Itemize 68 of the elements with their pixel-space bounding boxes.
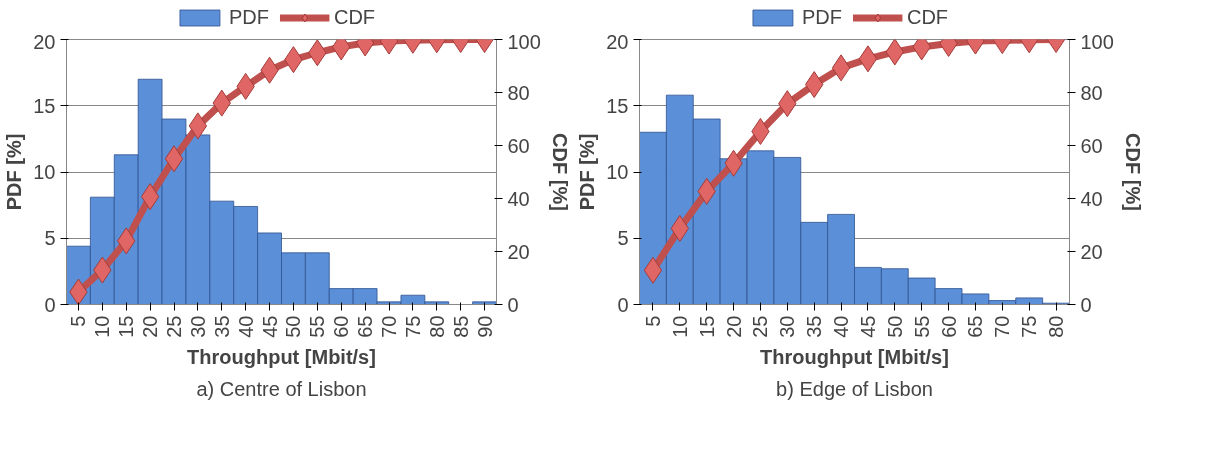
x-tick-label: 35: [210, 315, 233, 338]
x-tick-label: 5: [641, 315, 664, 327]
x-tick-label: 75: [401, 315, 424, 338]
y-tick-label: 5: [617, 227, 629, 250]
y2-tick-label: 60: [507, 134, 530, 157]
x-tick-label: 80: [1045, 315, 1068, 338]
legend-label: CDF: [906, 5, 949, 29]
x-tick-label: 15: [695, 315, 718, 338]
y-tick-label: 0: [617, 293, 629, 316]
x-tick-label: 30: [186, 315, 209, 338]
y-tick-label: 15: [33, 94, 56, 117]
x-tick-label: 55: [306, 315, 329, 338]
y-tick-label: 10: [606, 161, 629, 183]
y-tick-label: 10: [33, 161, 56, 183]
x-tick-label: 80: [425, 315, 448, 338]
y2-axis-title: CDF [%]: [1121, 133, 1144, 211]
x-tick-label: 60: [937, 315, 960, 338]
x-tick-label: 25: [163, 315, 185, 338]
x-tick-label: 25: [749, 315, 772, 338]
y2-tick-label: 20: [507, 240, 530, 263]
x-tick-label: 75: [1018, 315, 1041, 338]
y2-tick-label: 100: [1080, 30, 1114, 53]
y-tick-label: 0: [44, 293, 56, 316]
y-tick-label: 5: [44, 227, 56, 250]
x-tick-label: 40: [234, 315, 257, 338]
x-tick-label: 65: [964, 315, 987, 338]
text: a) Centre of Lisbon: [196, 377, 367, 400]
y2-tick-label: 100: [507, 30, 541, 53]
y2-tick-label: 80: [1080, 81, 1103, 104]
x-tick-label: 35: [803, 315, 826, 338]
x-tick-label: 10: [668, 315, 691, 338]
x-axis-title: Throughput [Mbit/s]: [187, 345, 376, 368]
y-tick-label: 15: [606, 94, 629, 117]
x-tick-label: 65: [354, 315, 377, 338]
y2-tick-label: 0: [1080, 293, 1092, 316]
x-tick-label: 40: [830, 315, 853, 338]
y-tick-label: 20: [606, 30, 629, 53]
x-tick-label: 55: [910, 315, 933, 338]
x-tick-label: 15: [115, 315, 138, 338]
legend-label: CDF: [333, 5, 376, 29]
y2-tick-label: 20: [1080, 240, 1103, 263]
x-tick-label: 70: [378, 315, 400, 338]
x-tick-label: 90: [473, 315, 496, 338]
legend-label: PDF: [801, 5, 842, 29]
x-tick-label: 30: [776, 315, 799, 338]
x-tick-label: 85: [449, 315, 472, 338]
y2-tick-label: 60: [1080, 134, 1103, 157]
x-tick-label: 60: [330, 315, 353, 338]
x-tick-label: 70: [991, 315, 1014, 338]
x-tick-label: 10: [91, 315, 114, 338]
y-axis-title: PDF [%]: [3, 133, 26, 211]
y2-axis-title: CDF [%]: [548, 133, 571, 211]
y2-tick-label: 80: [507, 81, 530, 104]
x-tick-label: 50: [282, 315, 305, 338]
x-axis-title: Throughput [Mbit/s]: [760, 345, 949, 368]
y-tick-label: 20: [33, 30, 56, 53]
x-tick-label: 20: [139, 315, 162, 338]
x-tick-label: 50: [883, 315, 906, 338]
text: b) Edge of Lisbon: [776, 377, 933, 400]
y2-tick-label: 40: [1080, 187, 1103, 210]
legend-label: PDF: [228, 5, 269, 29]
y2-tick-label: 0: [507, 293, 519, 316]
y-axis-title: PDF [%]: [576, 133, 599, 211]
x-tick-label: 45: [258, 315, 281, 338]
y2-tick-label: 40: [507, 187, 530, 210]
x-tick-label: 5: [67, 315, 90, 327]
x-tick-label: 45: [856, 315, 879, 338]
x-tick-label: 20: [722, 315, 745, 338]
